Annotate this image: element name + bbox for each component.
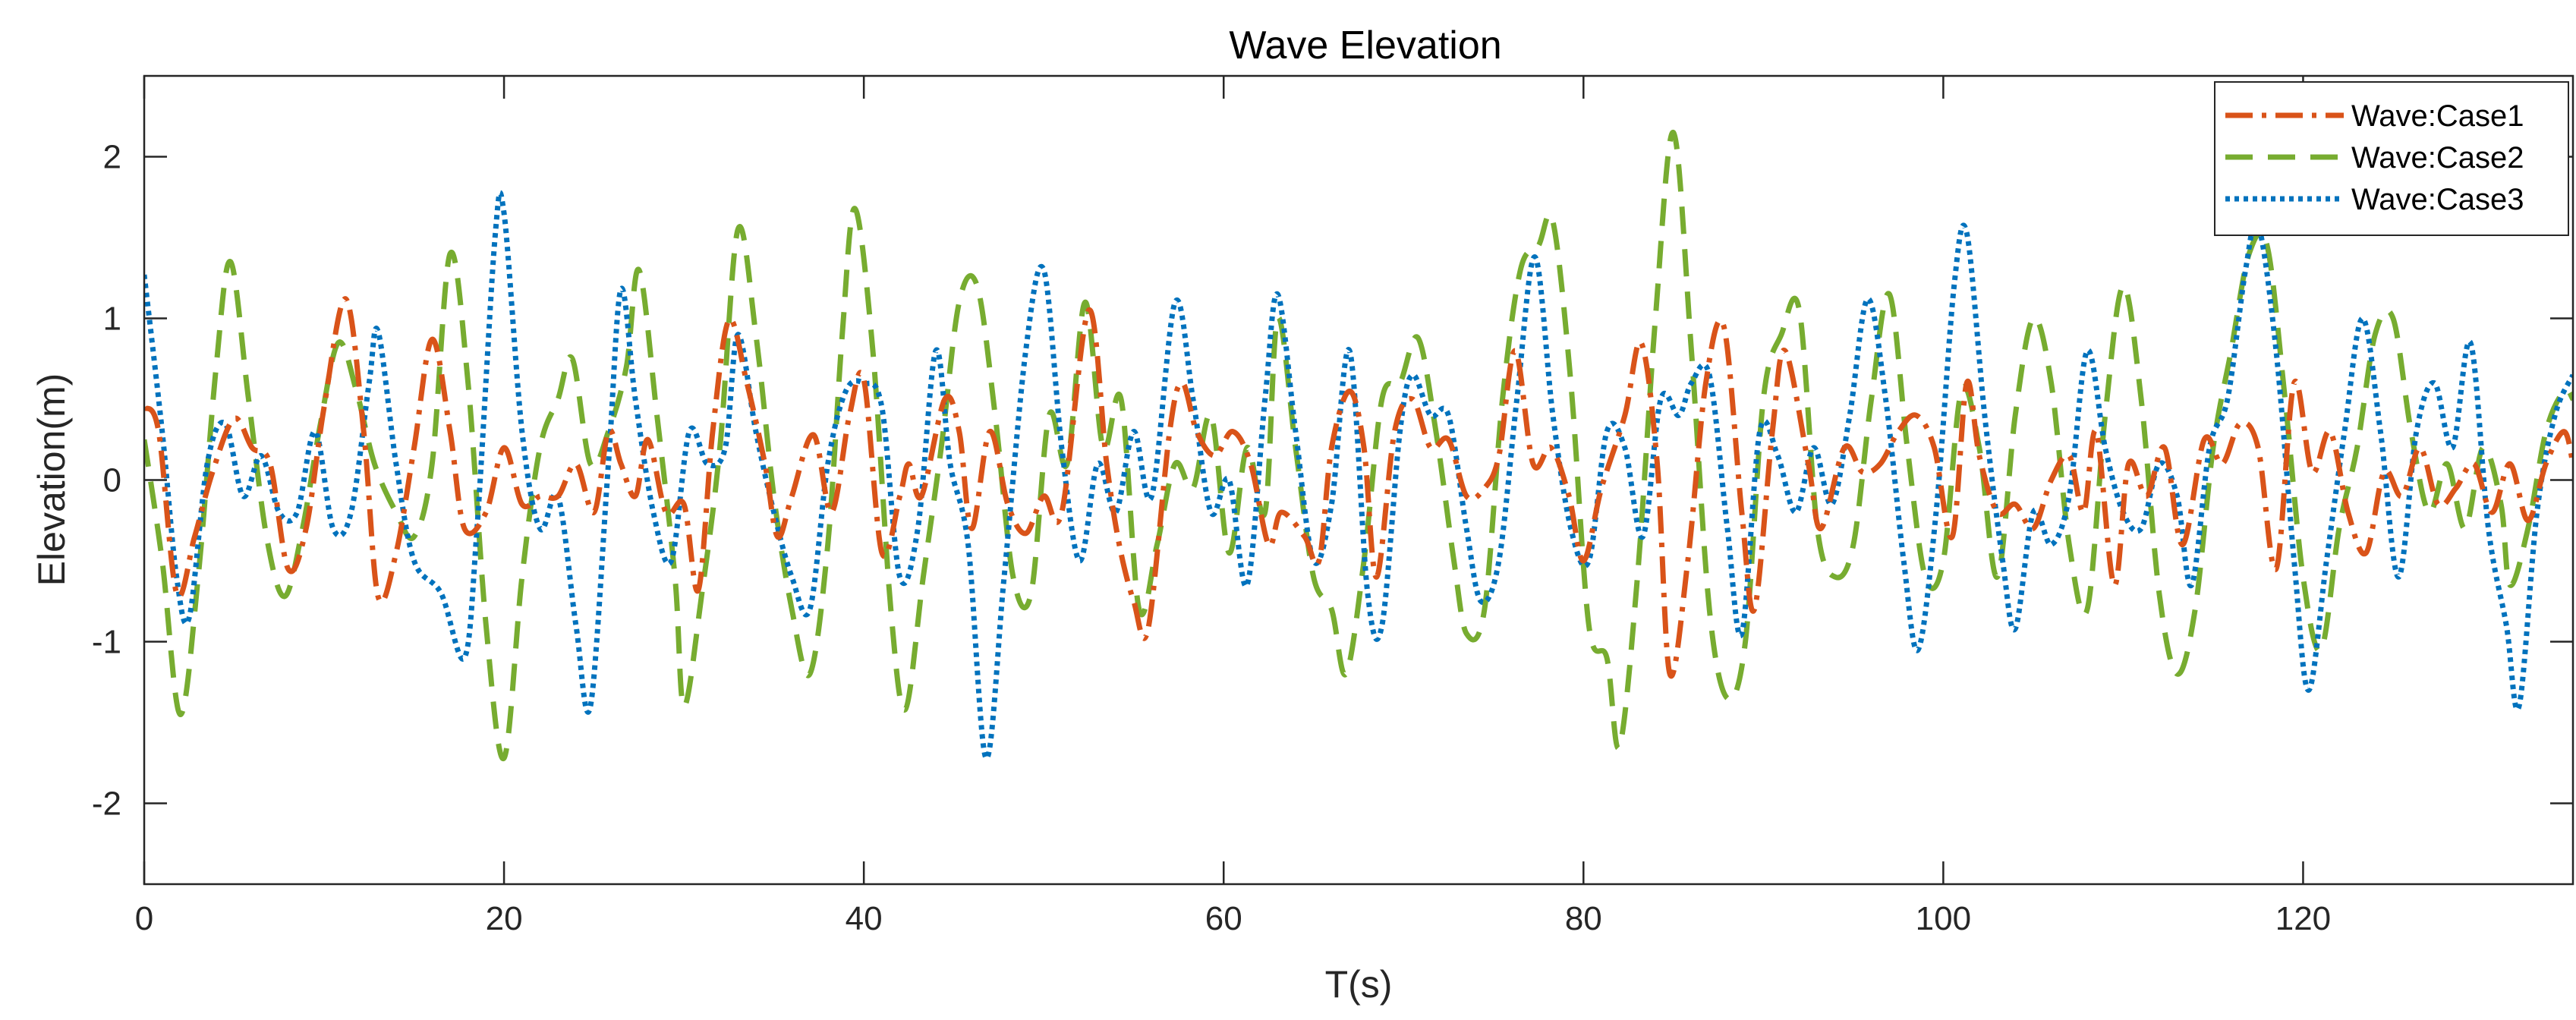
x-tick-labels: 0 20 40 60 80 100 120 (135, 900, 2331, 937)
x-tick-label: 40 (846, 900, 883, 937)
y-tick-label: -1 (92, 624, 121, 661)
y-tick-label: -2 (92, 785, 121, 823)
series-line-wave-case2 (144, 130, 2573, 762)
x-tick-label: 0 (135, 900, 153, 937)
x-tick-label: 120 (2275, 900, 2331, 937)
x-axis-label: T(s) (1325, 963, 1393, 1006)
x-tick-label: 20 (486, 900, 523, 937)
series-line-wave-case1 (144, 296, 2573, 679)
legend: Wave:Case1 Wave:Case2 Wave:Case3 (2214, 81, 2569, 236)
x-tick-label: 60 (1205, 900, 1242, 937)
y-tick-label: 2 (103, 139, 121, 176)
series-layer (144, 130, 2573, 762)
legend-label: Wave:Case3 (2351, 183, 2524, 216)
x-tick-label: 100 (1916, 900, 1971, 937)
y-axis-label: Elevation(m) (30, 373, 73, 587)
y-tick-labels: -2 -1 0 1 2 (92, 139, 121, 823)
series-line-wave-case3 (144, 190, 2573, 761)
legend-label: Wave:Case1 (2351, 99, 2524, 133)
y-tick-label: 0 (103, 462, 121, 499)
chart-title: Wave Elevation (1229, 24, 1501, 68)
plot-frame (143, 74, 2574, 886)
legend-label: Wave:Case2 (2351, 141, 2524, 175)
y-tick-label: 1 (103, 301, 121, 338)
x-tick-label: 80 (1565, 900, 1602, 937)
axis-ticks (143, 76, 2573, 884)
